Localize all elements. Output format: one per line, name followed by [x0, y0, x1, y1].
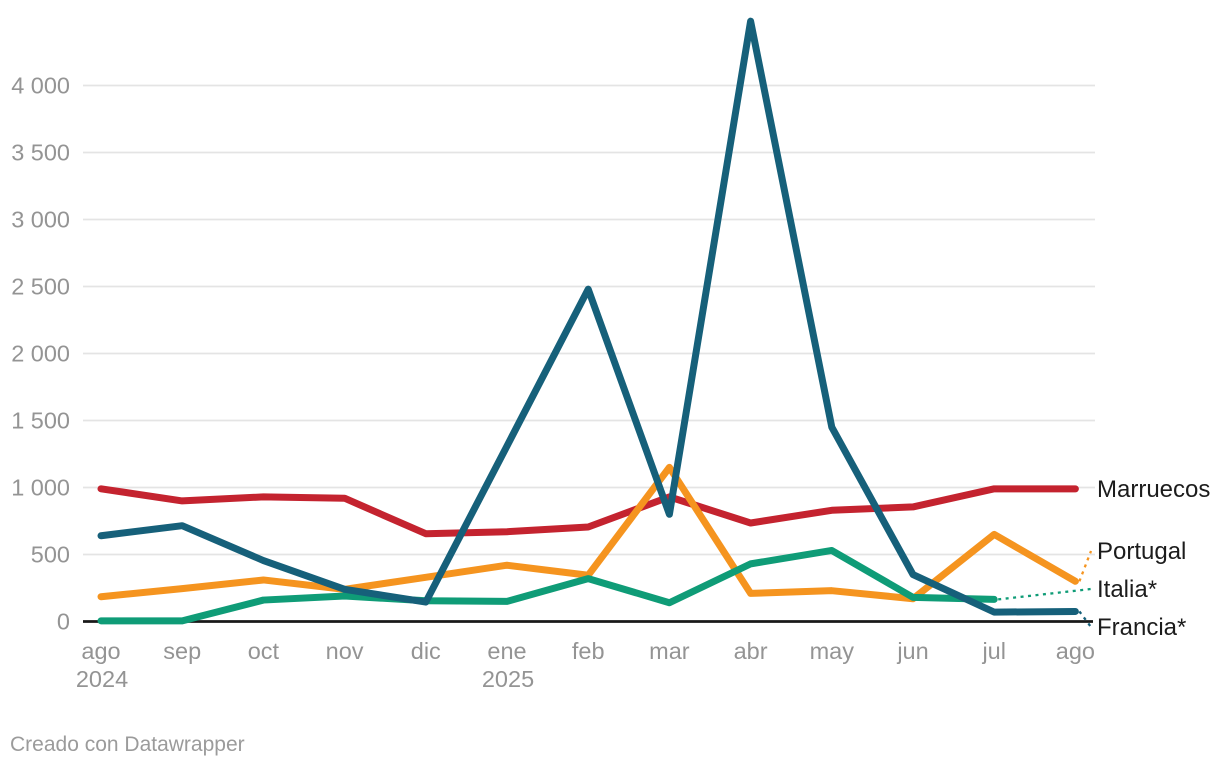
x-tick-year-label: 2024 [76, 666, 128, 692]
y-tick-label: 0 [57, 609, 70, 635]
y-tick-label: 2 000 [11, 341, 70, 367]
x-tick-label: jul [981, 638, 1006, 664]
x-tick-label: ago [81, 638, 120, 664]
x-tick-year-label: 2025 [482, 666, 534, 692]
series-label-francia: Francia* [1097, 614, 1186, 641]
series-label-layer: Marruecos Portugal Italia* Francia* [1097, 476, 1210, 641]
y-tick-label: 1 000 [11, 475, 70, 501]
x-tick-label: abr [734, 638, 768, 664]
y-tick-label: 500 [31, 542, 70, 568]
x-tick-label: ene [487, 638, 526, 664]
series-line-marruecos [97, 485, 1079, 538]
datawrapper-credit: Creado con Datawrapper [10, 733, 245, 756]
label-leader-line [998, 587, 1092, 601]
series-label-italia: Italia* [1097, 576, 1157, 603]
y-tick-label: 3 500 [11, 140, 70, 166]
grid-layer: 0 500 1 000 1 500 2 000 2 500 3 000 3 500 4 000 a… [11, 73, 1095, 693]
x-tick-label: sep [163, 638, 201, 664]
y-tick-label: 3 000 [11, 207, 70, 233]
series-label-portugal: Portugal [1097, 538, 1186, 565]
x-tick-label: may [810, 638, 855, 664]
x-tick-label: feb [572, 638, 605, 664]
series-line-francia [97, 17, 1079, 616]
y-tick-label: 2 500 [11, 274, 70, 300]
series-line-italia [97, 546, 998, 625]
x-tick-label: ago [1056, 638, 1095, 664]
x-tick-label: dic [411, 638, 441, 664]
y-tick-label: 4 000 [11, 73, 70, 99]
label-leader-line [1078, 610, 1092, 628]
series-layer [97, 17, 1093, 628]
y-tick-label: 1 500 [11, 408, 70, 434]
x-tick-label: oct [248, 638, 280, 664]
series-label-marruecos: Marruecos [1097, 476, 1210, 503]
x-tick-label: mar [649, 638, 690, 664]
x-tick-label: nov [326, 638, 364, 664]
x-tick-label: jun [896, 638, 928, 664]
label-leader-line [1078, 550, 1093, 582]
